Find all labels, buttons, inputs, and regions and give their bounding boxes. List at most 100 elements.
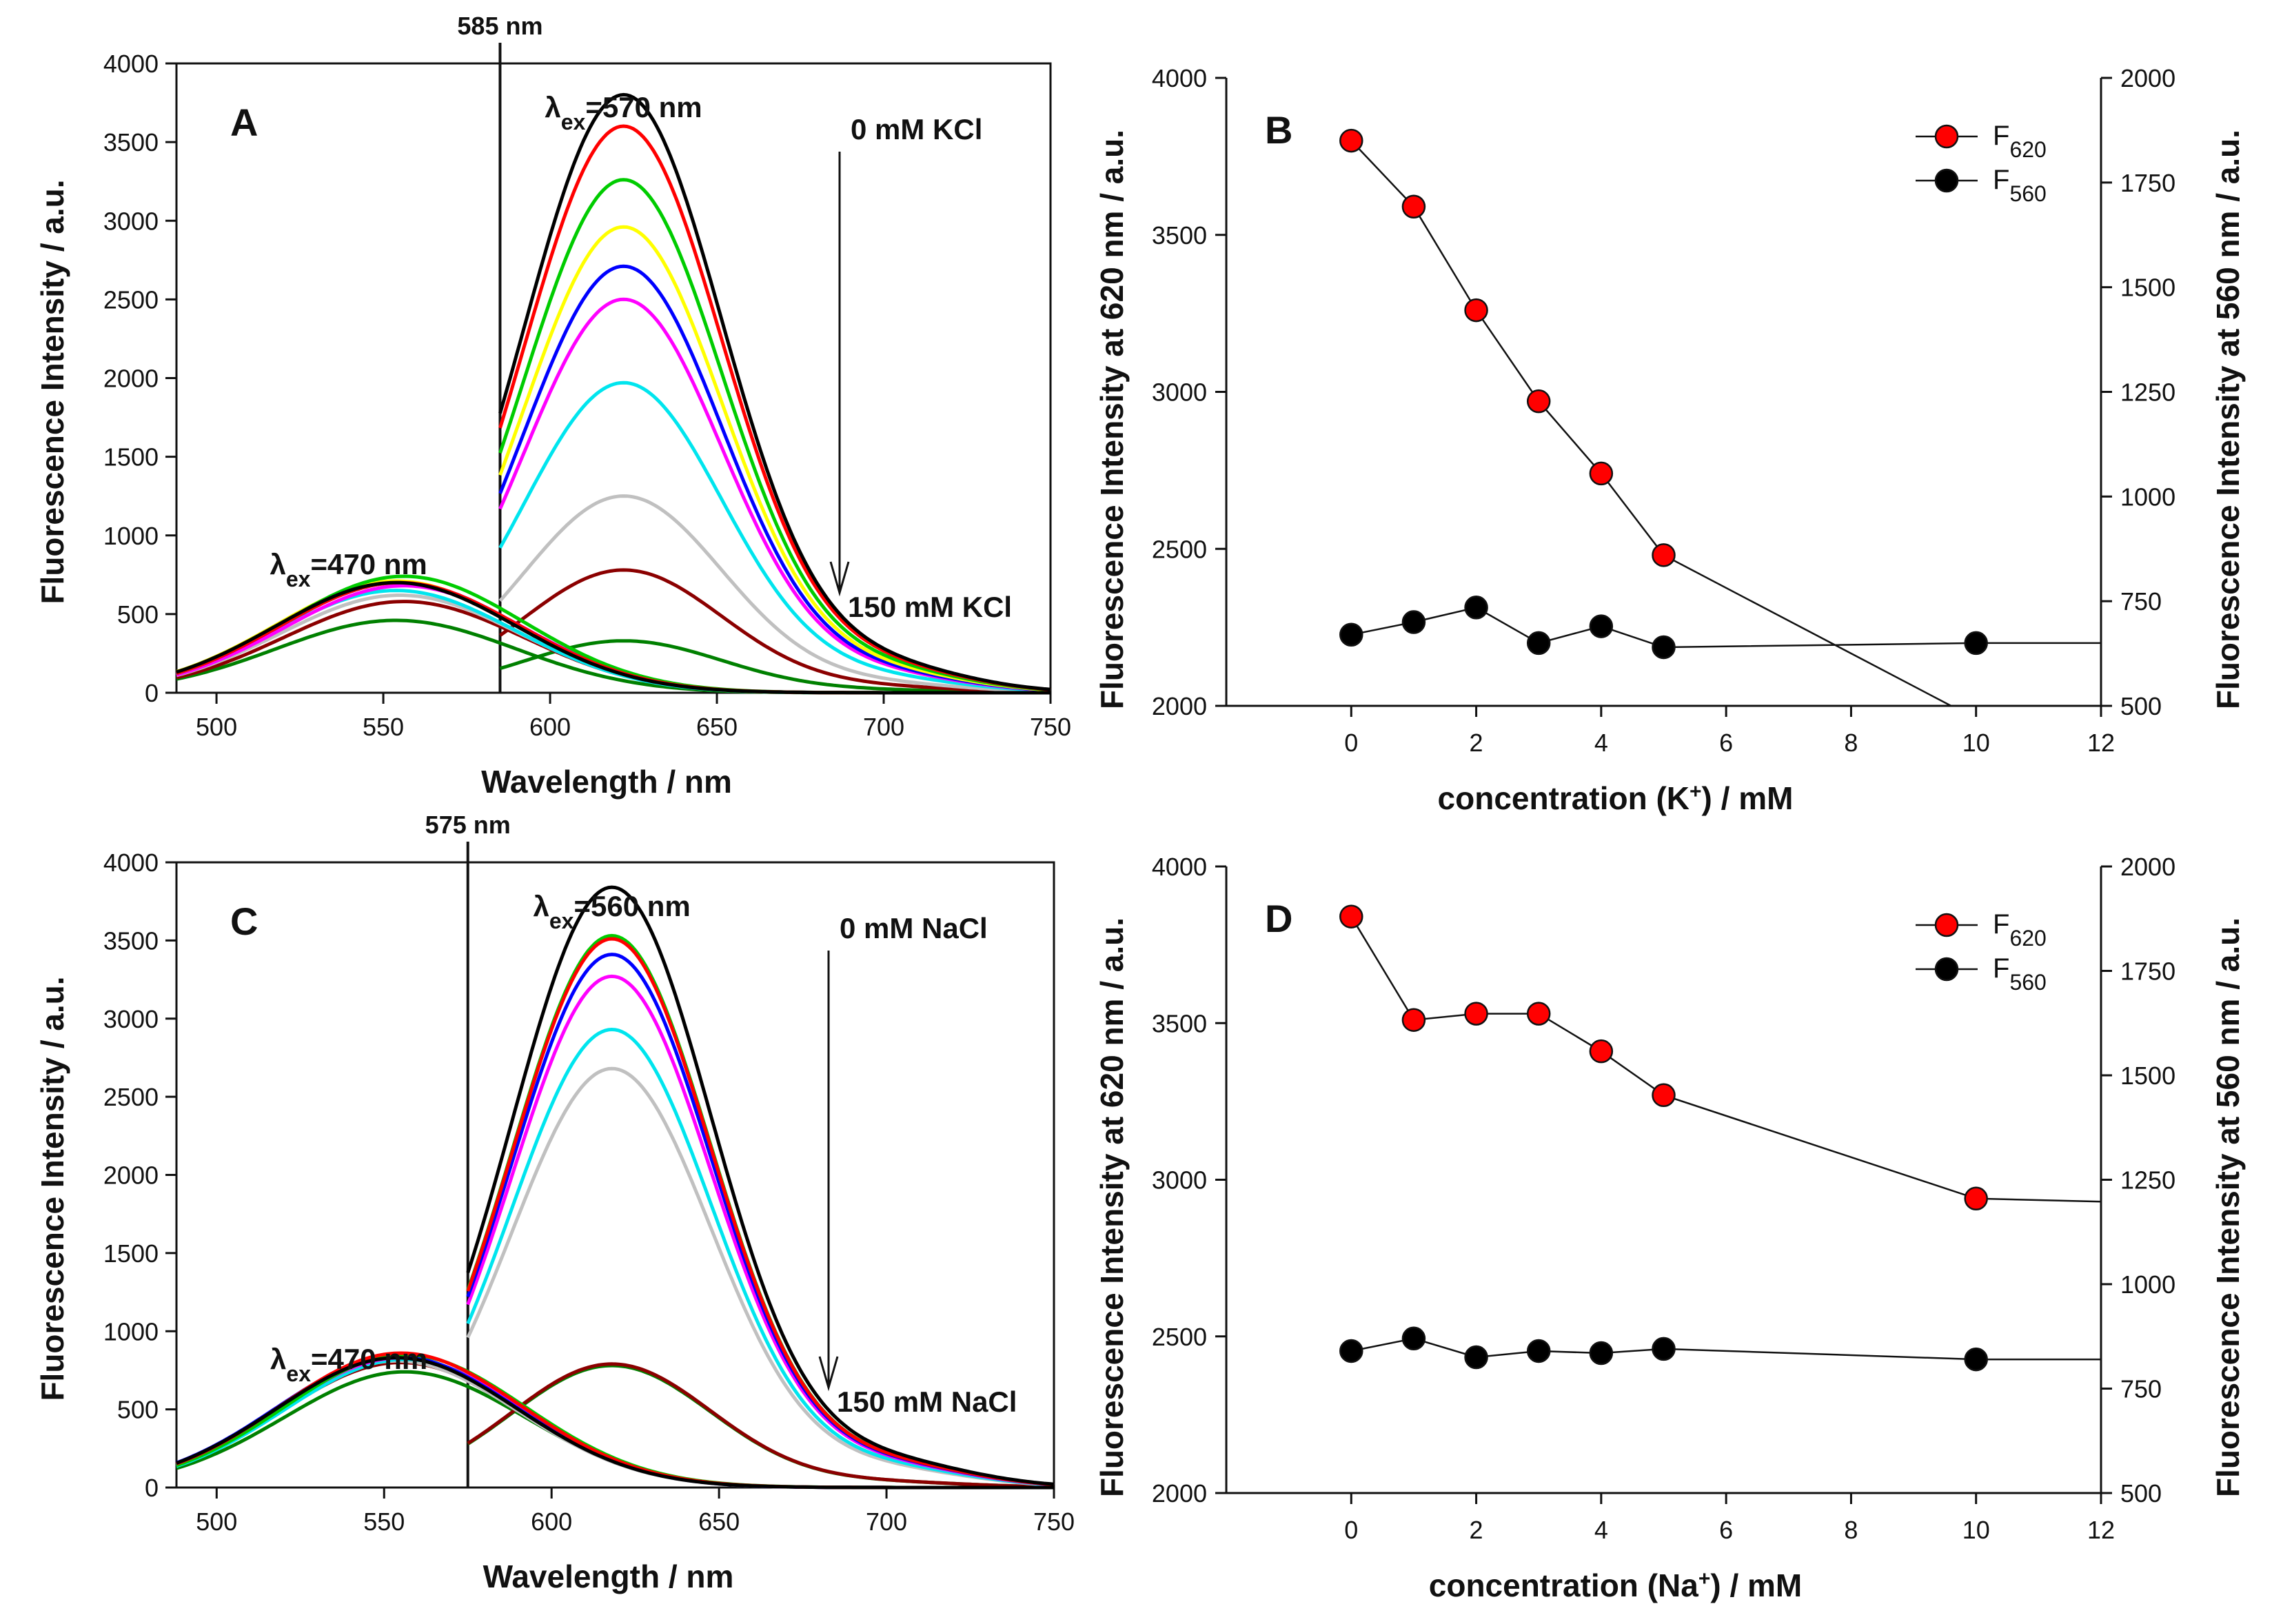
conc-top-label: 0 mM NaCl <box>840 912 988 944</box>
y-axis-label: Fluorescence Intensity / a.u. <box>34 179 70 604</box>
panel-A: 0 500 1000 1500 2000 2500 3000 3500 4000 500 550 60… <box>34 12 1071 800</box>
y-axis-label: Fluorescence Intensity at 620 nm / a.u. <box>1094 917 1130 1497</box>
data-point-560 <box>1589 1341 1614 1366</box>
x-tick-label: 600 <box>529 713 571 741</box>
curve-long-0mM <box>466 885 1055 1486</box>
conc-top-label: 0 mM KCl <box>851 113 982 145</box>
y-tick-label: 4000 <box>103 50 159 78</box>
y-tick-label: 3500 <box>103 926 159 955</box>
data-point-560 <box>1964 1347 1988 1372</box>
x-tick-label: 6 <box>1719 1516 1733 1544</box>
data-point-560 <box>1526 631 1551 656</box>
x-tick-label: 12 <box>2087 1516 2115 1544</box>
panel-letter: C <box>230 900 258 943</box>
y-tick-label: 2000 <box>1152 692 1207 720</box>
legend-label: F620 <box>1993 121 2047 162</box>
y2-axis-label: Fluorescence Intensity at 560 nm / a.u. <box>2210 130 2246 709</box>
x-tick-label: 4 <box>1594 729 1608 757</box>
y2-tick-label: 1000 <box>2120 483 2175 511</box>
curve-long-50mM <box>499 568 1051 694</box>
panel-letter: A <box>230 101 258 144</box>
data-point-560 <box>1339 622 1363 647</box>
x-tick-label: 650 <box>696 713 738 741</box>
y2-tick-label: 1250 <box>2120 378 2175 407</box>
x-tick-label: 2 <box>1470 729 1483 757</box>
y-tick-label: 2500 <box>103 285 159 314</box>
data-point-560 <box>1964 631 1988 656</box>
y2-tick-label: 500 <box>2120 1479 2162 1508</box>
y-tick-label: 1500 <box>103 443 159 471</box>
legend-marker <box>1934 124 1959 149</box>
x-tick-label: 500 <box>196 1508 237 1536</box>
series-line-560 <box>1351 606 2101 649</box>
y-axis-label: Fluorescence Intensity / a.u. <box>34 976 70 1401</box>
y-tick-label: 4000 <box>103 849 159 877</box>
data-point-560 <box>1464 596 1488 620</box>
x-tick-label: 12 <box>2087 729 2115 757</box>
data-point-560 <box>1652 635 1676 660</box>
y2-tick-label: 750 <box>2120 587 2162 616</box>
panel-B: 2000 2500 3000 3500 4000 500 750 1000 1250 1500 17… <box>1094 64 2246 816</box>
y-tick-label: 4000 <box>1152 853 1207 881</box>
legend-marker <box>1934 957 1959 982</box>
y-tick-label: 3500 <box>1152 221 1207 250</box>
y-tick-label: 2000 <box>103 365 159 393</box>
x-tick-label: 500 <box>196 713 237 741</box>
x-tick-label: 6 <box>1719 729 1733 757</box>
x-tick-label: 0 <box>1344 729 1358 757</box>
x-tick-label: 0 <box>1344 1516 1358 1544</box>
x-tick-label: 700 <box>863 713 904 741</box>
conc-bottom-label: 150 mM KCl <box>848 591 1012 623</box>
data-point-620 <box>1339 128 1363 153</box>
y-tick-label: 2500 <box>103 1083 159 1111</box>
data-point-620 <box>1589 461 1614 486</box>
x-tick-label: 10 <box>1962 729 1990 757</box>
data-point-560 <box>1339 1339 1363 1363</box>
y-tick-label: 3000 <box>103 207 159 235</box>
curve-long-10mM <box>498 380 1051 693</box>
curve-long-20mM <box>498 494 1051 693</box>
excitation-label-long: λex=570 nm <box>545 91 702 134</box>
y-tick-label: 1500 <box>103 1239 159 1268</box>
y2-tick-label: 1000 <box>2120 1270 2175 1299</box>
y-axis-label: Fluorescence Intensity at 620 nm / a.u. <box>1094 130 1130 709</box>
data-point-620 <box>1464 1002 1488 1026</box>
panel-letter: D <box>1265 897 1292 940</box>
y-tick-label: 2500 <box>1152 1323 1207 1351</box>
excitation-label-short: λex=470 nm <box>270 548 427 591</box>
panel-D: 2000 2500 3000 3500 4000 500 750 1000 1250 1500 17… <box>1094 853 2246 1603</box>
y-tick-label: 3000 <box>1152 378 1207 407</box>
y2-tick-label: 1750 <box>2120 169 2175 197</box>
data-point-560 <box>1464 1345 1488 1370</box>
x-tick-label: 8 <box>1844 1516 1858 1544</box>
y2-axis-label: Fluorescence Intensity at 560 nm / a.u. <box>2210 917 2246 1497</box>
x-tick-label: 750 <box>1033 1508 1075 1536</box>
data-point-620 <box>1401 194 1426 219</box>
data-point-620 <box>1652 1083 1676 1108</box>
divider-label: 585 nm <box>457 12 542 40</box>
y-tick-label: 1000 <box>103 522 159 550</box>
legend-label: F560 <box>1993 953 2047 995</box>
x-tick-label: 2 <box>1470 1516 1483 1544</box>
y2-tick-label: 2000 <box>2120 853 2175 881</box>
data-point-620 <box>1339 904 1363 928</box>
legend-marker <box>1934 168 1959 193</box>
y-tick-label: 3500 <box>103 128 159 156</box>
data-point-620 <box>1652 543 1676 567</box>
series-line-620 <box>1350 916 2102 1203</box>
divider-label: 575 nm <box>425 811 511 839</box>
x-axis-label: concentration (Na+) / mM <box>1429 1567 1802 1604</box>
x-axis-label: Wavelength / nm <box>483 1559 734 1594</box>
data-point-620 <box>1589 1039 1614 1064</box>
y-tick-label: 500 <box>117 600 159 629</box>
x-tick-label: 4 <box>1594 1516 1608 1544</box>
panel-C: 0 500 1000 1500 2000 2500 3000 3500 4000 500 550 60… <box>34 811 1075 1594</box>
y2-tick-label: 1750 <box>2120 957 2175 986</box>
y-tick-label: 500 <box>117 1396 159 1424</box>
legend-label: F620 <box>1993 909 2047 951</box>
excitation-label-long: λex=560 nm <box>534 890 691 933</box>
data-point-620 <box>1401 1008 1426 1032</box>
x-tick-label: 550 <box>363 1508 405 1536</box>
x-tick-label: 600 <box>531 1508 572 1536</box>
